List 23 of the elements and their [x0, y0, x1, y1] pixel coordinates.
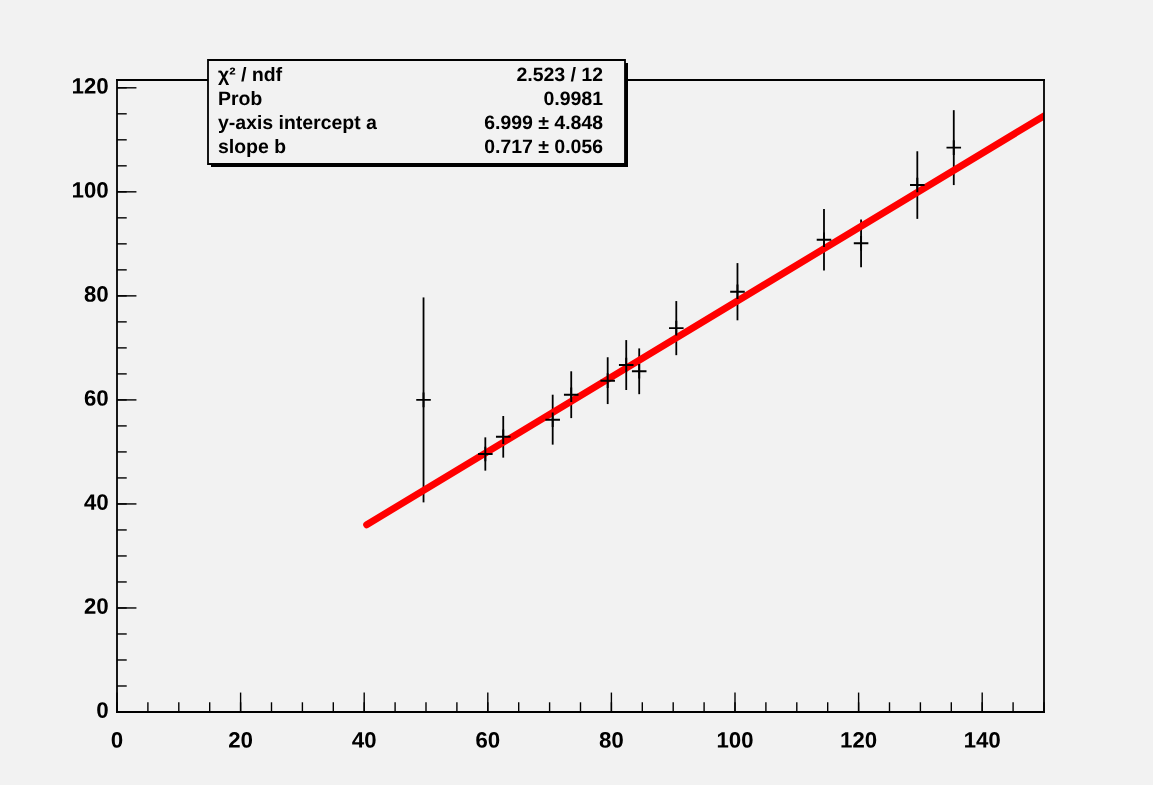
- y-tick-label: 80: [84, 286, 108, 302]
- y-tick-label: 0: [97, 702, 108, 718]
- annotation: y-axis intercept a: [218, 114, 377, 134]
- y-tick-label: 120: [72, 78, 108, 94]
- x-tick-label: 20: [229, 732, 253, 748]
- y-tick-label: 60: [84, 390, 108, 406]
- x-tick-label: 80: [599, 732, 623, 748]
- y-tick-label: 20: [84, 598, 108, 614]
- annotation: 0.9981: [544, 91, 603, 106]
- y-tick-label: 100: [72, 182, 108, 198]
- annotation: 6.999 ± 4.848: [484, 115, 603, 130]
- x-tick-label: 120: [841, 732, 877, 748]
- x-tick-label: 140: [965, 732, 1000, 748]
- annotation: 0.717 ± 0.056: [484, 139, 603, 154]
- x-tick-label: 60: [476, 732, 500, 748]
- x-tick-label: 40: [352, 732, 376, 748]
- annotation: 2.523 / 12: [517, 66, 603, 82]
- annotation: Prob: [219, 90, 262, 106]
- x-tick-label: 100: [717, 732, 753, 748]
- annotation: χ² / ndf: [218, 66, 283, 86]
- annotation: slope b: [218, 138, 286, 158]
- x-tick-label: 0: [111, 732, 123, 748]
- y-tick-label: 40: [84, 494, 108, 510]
